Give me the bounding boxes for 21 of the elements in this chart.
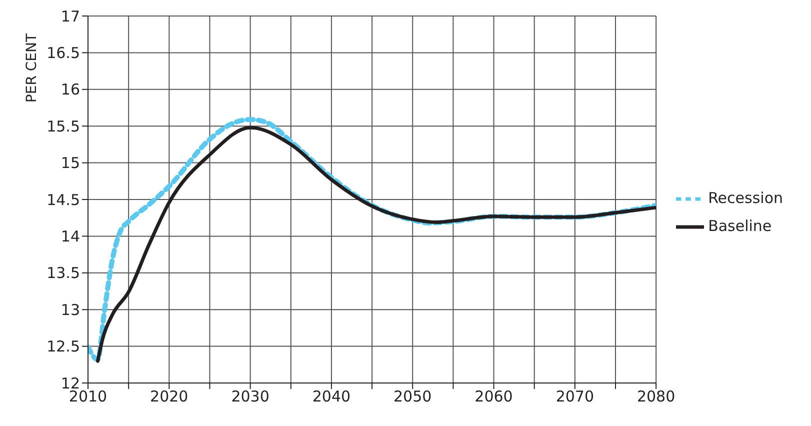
y-tick-label: 16.5 xyxy=(46,44,80,62)
x-tick-label: 2030 xyxy=(231,388,270,406)
y-tick-label: 13.5 xyxy=(46,264,80,282)
x-tick-label: 2040 xyxy=(312,388,351,406)
y-tick-label: 15.5 xyxy=(46,117,80,136)
x-tick-label: 2050 xyxy=(394,388,432,406)
y-tick-label: 13 xyxy=(60,300,80,319)
y-tick-label: 14.5 xyxy=(46,190,80,209)
y-tick-label: 14 xyxy=(60,228,80,246)
y-tick-label: 16 xyxy=(60,80,80,99)
x-tick-label: 2060 xyxy=(474,388,513,406)
x-tick-label: 2070 xyxy=(556,388,594,406)
legend-label: Recession xyxy=(708,189,783,208)
y-tick-label: 15 xyxy=(60,154,80,172)
x-tick-label: 2020 xyxy=(150,388,188,406)
legend-label: Baseline xyxy=(708,217,772,236)
y-axis-title: PER CENT xyxy=(24,33,40,103)
x-tick-label: 2010 xyxy=(68,388,108,406)
x-tick-label: 2080 xyxy=(636,388,676,406)
y-tick-label: 17 xyxy=(60,7,80,26)
y-tick-label: 12.5 xyxy=(46,338,80,356)
